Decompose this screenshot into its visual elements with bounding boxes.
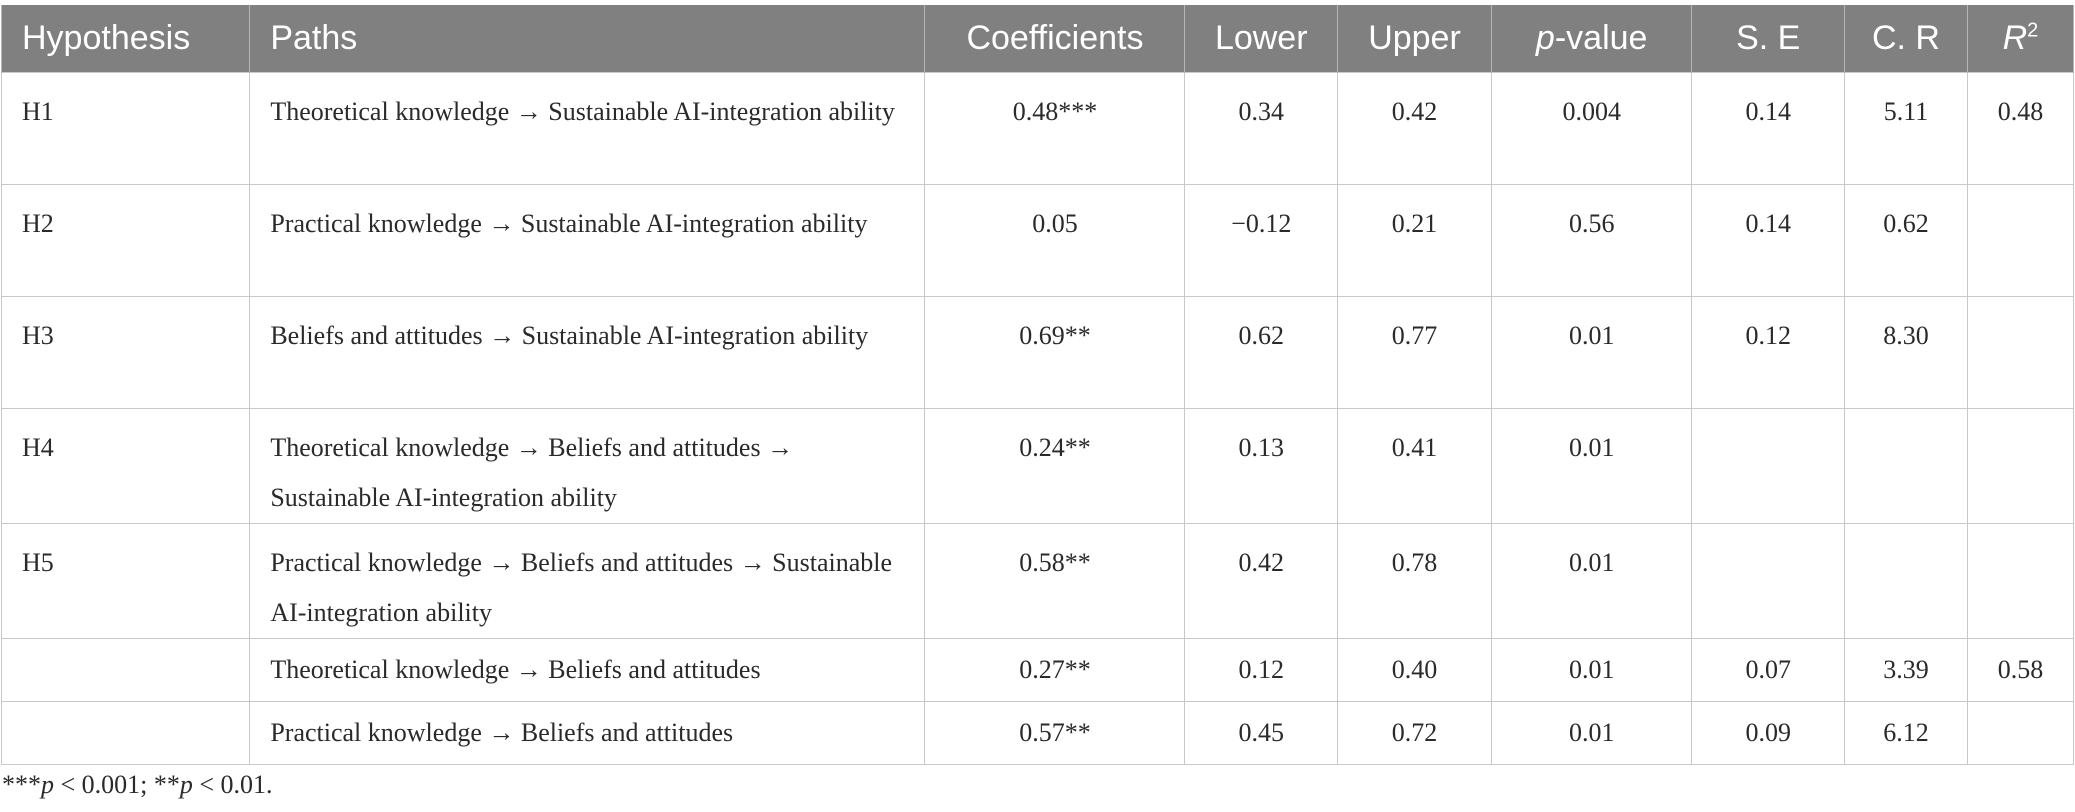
header-p-value-rest: -value xyxy=(1554,19,1648,57)
footnote-text-1: < 0.001; ** xyxy=(54,770,180,799)
cell-p-value: 0.01 xyxy=(1490,296,1693,409)
cell-se xyxy=(1691,523,1846,639)
cell-hypothesis: H3 xyxy=(0,296,251,409)
cell-upper: 0.21 xyxy=(1337,184,1492,297)
table-footnote: ***p < 0.001; **p < 0.01. xyxy=(2,770,273,800)
cell-lower: 0.34 xyxy=(1184,72,1339,185)
cell-cr: 8.30 xyxy=(1844,296,1968,409)
cell-r2 xyxy=(1966,523,2075,639)
cell-r2 xyxy=(1966,408,2075,524)
results-table: Hypothesis Paths Coefficients Lower Uppe… xyxy=(0,5,2075,765)
cell-cr: 3.39 xyxy=(1844,638,1968,702)
cell-path: Theoretical knowledge → Beliefs and atti… xyxy=(249,638,926,702)
cell-se: 0.09 xyxy=(1691,701,1846,765)
cell-lower: 0.13 xyxy=(1184,408,1339,524)
cell-path: Theoretical knowledge → Beliefs and atti… xyxy=(249,408,926,524)
cell-path: Practical knowledge → Beliefs and attitu… xyxy=(249,701,926,765)
header-paths: Paths xyxy=(249,5,926,73)
cell-coefficient: 0.24** xyxy=(924,408,1186,524)
cell-cr xyxy=(1844,408,1968,524)
cell-hypothesis xyxy=(0,701,251,765)
cell-p-value: 0.01 xyxy=(1490,523,1693,639)
cell-hypothesis xyxy=(0,638,251,702)
cell-se xyxy=(1691,408,1846,524)
header-r2-base: R xyxy=(2002,19,2028,57)
cell-cr: 5.11 xyxy=(1844,72,1968,185)
cell-p-value: 0.01 xyxy=(1490,701,1693,765)
cell-hypothesis: H5 xyxy=(0,523,251,639)
cell-coefficient: 0.48*** xyxy=(924,72,1186,185)
cell-path: Practical knowledge → Sustainable AI-int… xyxy=(249,184,926,297)
cell-r2: 0.48 xyxy=(1966,72,2075,185)
cell-coefficient: 0.27** xyxy=(924,638,1186,702)
cell-upper: 0.77 xyxy=(1337,296,1492,409)
header-coefficients: Coefficients xyxy=(924,5,1186,73)
cell-lower: 0.62 xyxy=(1184,296,1339,409)
header-se: S. E xyxy=(1691,5,1846,73)
cell-r2 xyxy=(1966,184,2075,297)
table-row: H2 Practical knowledge → Sustainable AI-… xyxy=(0,184,2075,297)
cell-lower: −0.12 xyxy=(1184,184,1339,297)
header-r2-sup: 2 xyxy=(2027,19,2039,42)
cell-coefficient: 0.57** xyxy=(924,701,1186,765)
cell-p-value: 0.56 xyxy=(1490,184,1693,297)
footnote-text-2: < 0.01. xyxy=(192,770,273,799)
cell-coefficient: 0.69** xyxy=(924,296,1186,409)
table-row: Theoretical knowledge → Beliefs and atti… xyxy=(0,638,2075,702)
cell-path: Theoretical knowledge → Sustainable AI-i… xyxy=(249,72,926,185)
footnote-p-1: p xyxy=(41,770,54,799)
cell-p-value: 0.004 xyxy=(1490,72,1693,185)
cell-lower: 0.12 xyxy=(1184,638,1339,702)
table-row: H3 Beliefs and attitudes → Sustainable A… xyxy=(0,296,2075,409)
cell-r2 xyxy=(1966,701,2075,765)
footnote-p-2: p xyxy=(179,770,193,799)
table-row: H1 Theoretical knowledge → Sustainable A… xyxy=(0,72,2075,185)
cell-se: 0.12 xyxy=(1691,296,1846,409)
cell-path: Beliefs and attitudes → Sustainable AI-i… xyxy=(249,296,926,409)
footnote-stars: *** xyxy=(2,770,41,799)
cell-se: 0.07 xyxy=(1691,638,1846,702)
cell-p-value: 0.01 xyxy=(1490,408,1693,524)
header-p-value-p: p xyxy=(1535,19,1555,57)
cell-se: 0.14 xyxy=(1691,72,1846,185)
cell-hypothesis: H1 xyxy=(0,72,251,185)
cell-cr xyxy=(1844,523,1968,639)
cell-upper: 0.40 xyxy=(1337,638,1492,702)
table-row: H4 Theoretical knowledge → Beliefs and a… xyxy=(0,408,2075,524)
cell-coefficient: 0.05 xyxy=(924,184,1186,297)
cell-coefficient: 0.58** xyxy=(924,523,1186,639)
table-row: Practical knowledge → Beliefs and attitu… xyxy=(0,701,2075,765)
header-hypothesis: Hypothesis xyxy=(0,5,251,73)
cell-hypothesis: H4 xyxy=(0,408,251,524)
cell-cr: 6.12 xyxy=(1844,701,1968,765)
header-upper: Upper xyxy=(1337,5,1492,73)
header-cr: C. R xyxy=(1844,5,1968,73)
cell-path: Practical knowledge → Beliefs and attitu… xyxy=(249,523,926,639)
cell-lower: 0.45 xyxy=(1184,701,1339,765)
cell-p-value: 0.01 xyxy=(1490,638,1693,702)
cell-upper: 0.42 xyxy=(1337,72,1492,185)
cell-r2: 0.58 xyxy=(1966,638,2075,702)
table-row: H5 Practical knowledge → Beliefs and att… xyxy=(0,523,2075,639)
header-lower: Lower xyxy=(1184,5,1339,73)
cell-upper: 0.72 xyxy=(1337,701,1492,765)
header-r2: R2 xyxy=(1966,5,2075,73)
cell-upper: 0.41 xyxy=(1337,408,1492,524)
cell-hypothesis: H2 xyxy=(0,184,251,297)
header-row: Hypothesis Paths Coefficients Lower Uppe… xyxy=(0,5,2075,73)
cell-upper: 0.78 xyxy=(1337,523,1492,639)
cell-cr: 0.62 xyxy=(1844,184,1968,297)
header-p-value: p-value xyxy=(1490,5,1693,73)
cell-r2 xyxy=(1966,296,2075,409)
cell-lower: 0.42 xyxy=(1184,523,1339,639)
cell-se: 0.14 xyxy=(1691,184,1846,297)
